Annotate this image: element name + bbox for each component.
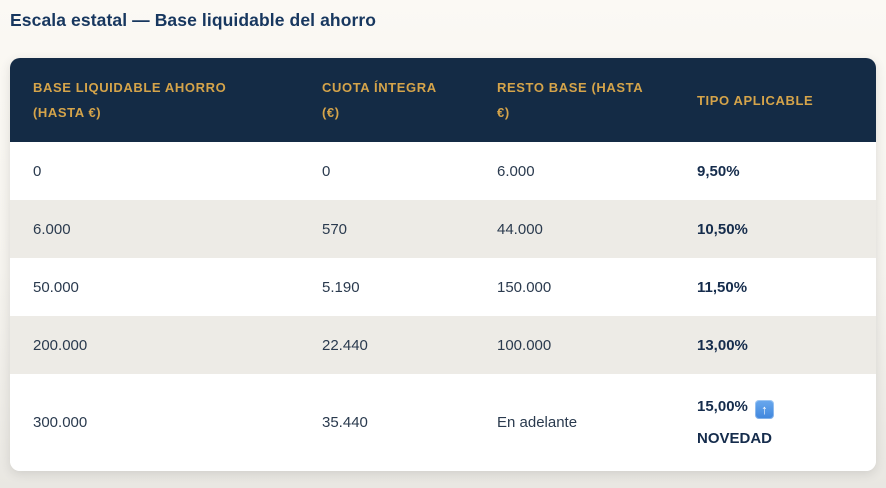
header-cuota-integra: CUOTA ÍNTEGRA (€) [299, 58, 474, 142]
header-line: CUOTA ÍNTEGRA [322, 80, 437, 95]
cell-tipo: 9,50% [674, 142, 876, 200]
header-line: €) [497, 105, 510, 120]
cell-cuota: 570 [299, 200, 474, 258]
cell-tipo: 11,50% [674, 258, 876, 316]
header-base-liquidable: BASE LIQUIDABLE AHORRO (HASTA €) [10, 58, 299, 142]
cell-tipo: 10,50% [674, 200, 876, 258]
cell-tipo: 15,00% ↑ NOVEDAD [674, 374, 876, 471]
table-row: 0 0 6.000 9,50% [10, 142, 876, 200]
cell-tipo: 13,00% [674, 316, 876, 374]
cell-base: 0 [10, 142, 299, 200]
header-line: (HASTA €) [33, 105, 102, 120]
header-line: (€) [322, 105, 340, 120]
cell-base: 6.000 [10, 200, 299, 258]
tipo-value-line: 15,00% ↑ [697, 396, 866, 419]
page-title: Escala estatal — Base liquidable del aho… [10, 10, 377, 30]
tax-table-card: BASE LIQUIDABLE AHORRO (HASTA €) CUOTA Í… [10, 58, 876, 471]
up-arrow-glyph: ↑ [761, 401, 768, 417]
page: Escala estatal — Base liquidable del aho… [10, 10, 876, 471]
cell-resto: En adelante [474, 374, 674, 471]
header-line: RESTO BASE (HASTA [497, 80, 644, 95]
header-tipo-aplicable: TIPO APLICABLE [674, 58, 876, 142]
cell-base: 200.000 [10, 316, 299, 374]
cell-cuota: 35.440 [299, 374, 474, 471]
table-row: 50.000 5.190 150.000 11,50% [10, 258, 876, 316]
cell-resto: 6.000 [474, 142, 674, 200]
cell-resto: 150.000 [474, 258, 674, 316]
table-header-row: BASE LIQUIDABLE AHORRO (HASTA €) CUOTA Í… [10, 58, 876, 142]
table-row: 6.000 570 44.000 10,50% [10, 200, 876, 258]
header-line: BASE LIQUIDABLE AHORRO [33, 80, 227, 95]
cell-cuota: 5.190 [299, 258, 474, 316]
cell-base: 300.000 [10, 374, 299, 471]
up-arrow-icon: ↑ [754, 399, 774, 419]
cell-resto: 100.000 [474, 316, 674, 374]
novedad-badge: NOVEDAD [697, 429, 773, 447]
header-resto-base: RESTO BASE (HASTA €) [474, 58, 674, 142]
tipo-value: 15,00% [697, 397, 748, 415]
cell-base: 50.000 [10, 258, 299, 316]
cell-cuota: 22.440 [299, 316, 474, 374]
table-row: 300.000 35.440 En adelante 15,00% ↑ NOVED… [10, 374, 876, 471]
cell-cuota: 0 [299, 142, 474, 200]
cell-resto: 44.000 [474, 200, 674, 258]
table-row: 200.000 22.440 100.000 13,00% [10, 316, 876, 374]
header-line: TIPO APLICABLE [697, 92, 814, 108]
tax-table: BASE LIQUIDABLE AHORRO (HASTA €) CUOTA Í… [10, 58, 876, 471]
